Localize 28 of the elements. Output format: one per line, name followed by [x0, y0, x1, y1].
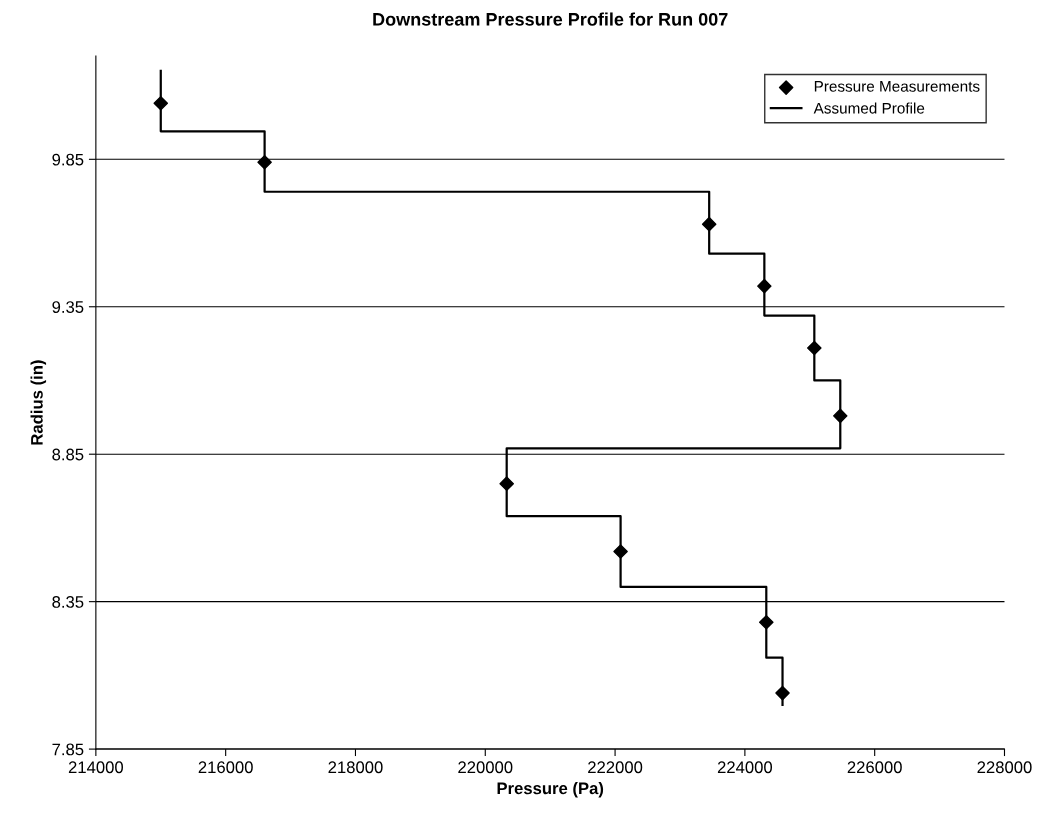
point: [759, 615, 774, 630]
x-axis-title: Pressure (Pa): [497, 782, 604, 798]
point: [807, 340, 822, 356]
y-axis-title: Radius (in): [30, 360, 47, 445]
y-tick-label: 9.35: [52, 301, 84, 313]
y-tick-label: 9.85: [52, 153, 84, 166]
point: [613, 544, 628, 559]
point: [499, 476, 514, 491]
x-tick-label: 220000: [458, 761, 513, 774]
x-tick-label: 218000: [328, 761, 383, 774]
y-tick-label: 8.85: [52, 448, 84, 461]
y-tick-label: 8.35: [52, 596, 84, 608]
legend-label: Assumed Profile: [813, 102, 925, 114]
point: [257, 154, 272, 170]
x-tick-label: 214000: [68, 761, 124, 774]
x-tick-label: 224000: [717, 761, 773, 774]
legend-label: Pressure Measurements: [814, 81, 980, 92]
x-tick-label: 226000: [847, 761, 902, 774]
x-tick-label: 228000: [977, 761, 1032, 774]
chart-title: Downstream Pressure Profile for Run 007: [373, 12, 728, 26]
point: [833, 408, 848, 424]
y-tick-label: 7.85: [52, 743, 84, 756]
x-tick-label: 222000: [588, 761, 643, 774]
point: [757, 278, 772, 294]
point: [701, 216, 717, 232]
x-tick-label: 216000: [198, 761, 253, 774]
point: [153, 95, 169, 111]
point: [775, 685, 790, 701]
